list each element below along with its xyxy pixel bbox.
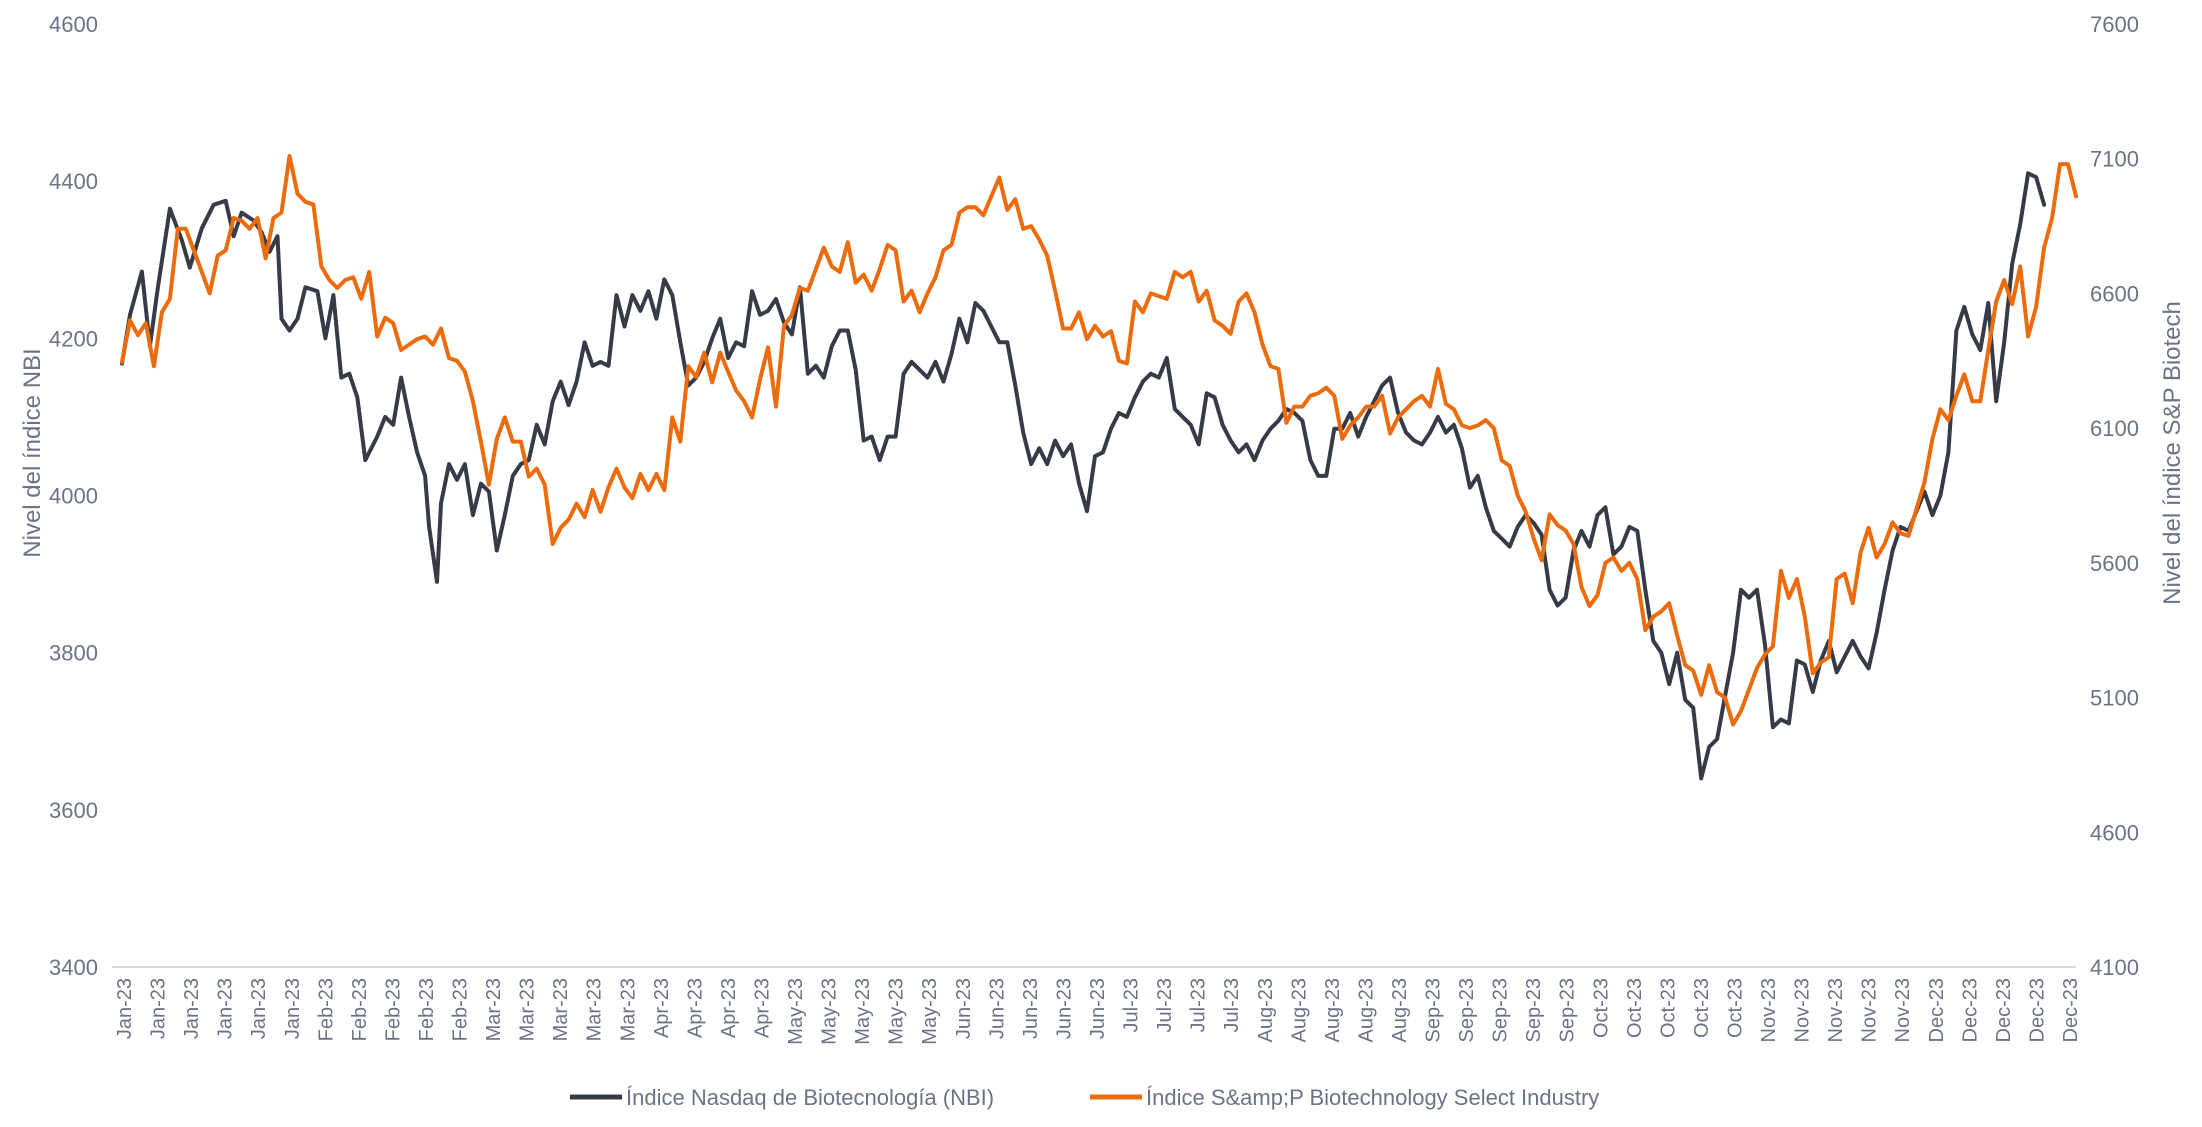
legend: Índice Nasdaq de Biotecnología (NBI) Índ… xyxy=(570,1085,1599,1110)
x-tick-label: Dec-23 xyxy=(2060,978,2082,1042)
x-tick-label: Feb-23 xyxy=(349,978,371,1041)
x-tick-label: Jan-23 xyxy=(215,978,237,1039)
x-tick-label: Dec-23 xyxy=(1926,978,1948,1042)
right-tick-label: 5600 xyxy=(2090,551,2139,576)
x-tick-label: Jul-23 xyxy=(1188,978,1210,1032)
x-tick-label: Feb-23 xyxy=(416,978,438,1041)
x-tick-label: Aug-23 xyxy=(1288,978,1310,1043)
x-tick-label: Apr-23 xyxy=(684,978,706,1038)
right-tick-label: 6600 xyxy=(2090,281,2139,306)
x-tick-label: Apr-23 xyxy=(651,978,673,1038)
x-tick-label: May-23 xyxy=(919,978,941,1045)
x-tick-label: Jun-23 xyxy=(953,978,975,1039)
x-tick-label: Jul-23 xyxy=(1154,978,1176,1032)
left-axis-title: Nivel del índice NBI xyxy=(19,348,46,557)
x-tick-label: May-23 xyxy=(785,978,807,1045)
x-tick-label: Oct-23 xyxy=(1624,978,1646,1038)
x-tick-label: Jun-23 xyxy=(1053,978,1075,1039)
left-tick-label: 3600 xyxy=(49,798,98,823)
x-tick-label: Sep-23 xyxy=(1523,978,1545,1043)
x-tick-label: Jun-23 xyxy=(1087,978,1109,1039)
x-tick-label: Nov-23 xyxy=(1892,978,1914,1042)
x-tick-label: Nov-23 xyxy=(1859,978,1881,1042)
x-tick-label: Jul-23 xyxy=(1121,978,1143,1032)
x-tick-label: Mar-23 xyxy=(550,978,572,1041)
x-tick-label: Aug-23 xyxy=(1389,978,1411,1043)
right-tick-label: 5100 xyxy=(2090,686,2139,711)
x-tick-label: Aug-23 xyxy=(1255,978,1277,1043)
right-tick-label: 7100 xyxy=(2090,147,2139,172)
x-tick-label: Sep-23 xyxy=(1423,978,1445,1043)
x-tick-label: Apr-23 xyxy=(751,978,773,1038)
x-tick-label: Jan-23 xyxy=(248,978,270,1039)
x-tick-label: Jun-23 xyxy=(1020,978,1042,1039)
x-tick-label: Feb-23 xyxy=(315,978,337,1041)
x-tick-label: Sep-23 xyxy=(1456,978,1478,1043)
right-tick-label: 4100 xyxy=(2090,955,2139,980)
x-tick-label: Nov-23 xyxy=(1825,978,1847,1042)
x-tick-label: Feb-23 xyxy=(382,978,404,1041)
left-tick-label: 4200 xyxy=(49,326,98,351)
x-tick-label: Jan-23 xyxy=(181,978,203,1039)
right-tick-label: 4600 xyxy=(2090,820,2139,845)
x-tick-label: Mar-23 xyxy=(584,978,606,1041)
legend-label-nbi: Índice Nasdaq de Biotecnología (NBI) xyxy=(626,1085,994,1110)
x-tick-label: Dec-23 xyxy=(1993,978,2015,1042)
x-tick-label: Mar-23 xyxy=(517,978,539,1041)
x-tick-label: Jul-23 xyxy=(1221,978,1243,1032)
left-tick-label: 4400 xyxy=(49,169,98,194)
x-tick-label: Dec-23 xyxy=(2026,978,2048,1042)
legend-label-sp-biotech: Índice S&amp;P Biotechnology Select Indu… xyxy=(1146,1085,1599,1110)
x-tick-label: Mar-23 xyxy=(617,978,639,1041)
x-tick-label: Oct-23 xyxy=(1590,978,1612,1038)
left-tick-label: 3400 xyxy=(49,955,98,980)
left-tick-label: 4600 xyxy=(49,12,98,37)
x-tick-label: Jan-23 xyxy=(114,978,136,1039)
right-axis-title: Nivel del índice S&P Biotech xyxy=(2159,301,2186,605)
x-tick-label: Oct-23 xyxy=(1724,978,1746,1038)
right-axis-ticks: 4100 4600 5100 5600 6100 6600 7100 7600 xyxy=(2090,12,2139,980)
left-tick-label: 3800 xyxy=(49,641,98,666)
x-tick-label: Feb-23 xyxy=(450,978,472,1041)
series-line-nbi xyxy=(120,171,2047,781)
x-tick-label: May-23 xyxy=(852,978,874,1045)
x-tick-label: Aug-23 xyxy=(1355,978,1377,1043)
x-tick-label: Jan-23 xyxy=(148,978,170,1039)
series-layer xyxy=(120,154,2078,781)
x-tick-label: Nov-23 xyxy=(1792,978,1814,1042)
x-tick-label: Mar-23 xyxy=(483,978,505,1041)
x-tick-label: Sep-23 xyxy=(1557,978,1579,1043)
x-tick-label: Nov-23 xyxy=(1758,978,1780,1042)
x-tick-label: May-23 xyxy=(886,978,908,1045)
x-tick-label: Oct-23 xyxy=(1657,978,1679,1038)
x-tick-label: May-23 xyxy=(819,978,841,1045)
left-axis-ticks: 3400 3600 3800 4000 4200 4400 4600 xyxy=(49,12,98,980)
series-line-sp-biotech xyxy=(120,154,2078,727)
x-tick-label: Apr-23 xyxy=(718,978,740,1038)
x-tick-label: Oct-23 xyxy=(1691,978,1713,1038)
right-tick-label: 7600 xyxy=(2090,12,2139,37)
x-tick-label: Aug-23 xyxy=(1322,978,1344,1043)
x-tick-label: Sep-23 xyxy=(1490,978,1512,1043)
right-tick-label: 6100 xyxy=(2090,416,2139,441)
left-tick-label: 4000 xyxy=(49,484,98,509)
x-tick-label: Jan-23 xyxy=(282,978,304,1039)
x-axis-ticks: Jan-23 Jan-23 Jan-23 Jan-23 Jan-23 Jan-23 Feb-… xyxy=(114,978,2082,1045)
x-tick-label: Jun-23 xyxy=(986,978,1008,1039)
x-tick-label: Dec-23 xyxy=(1959,978,1981,1042)
